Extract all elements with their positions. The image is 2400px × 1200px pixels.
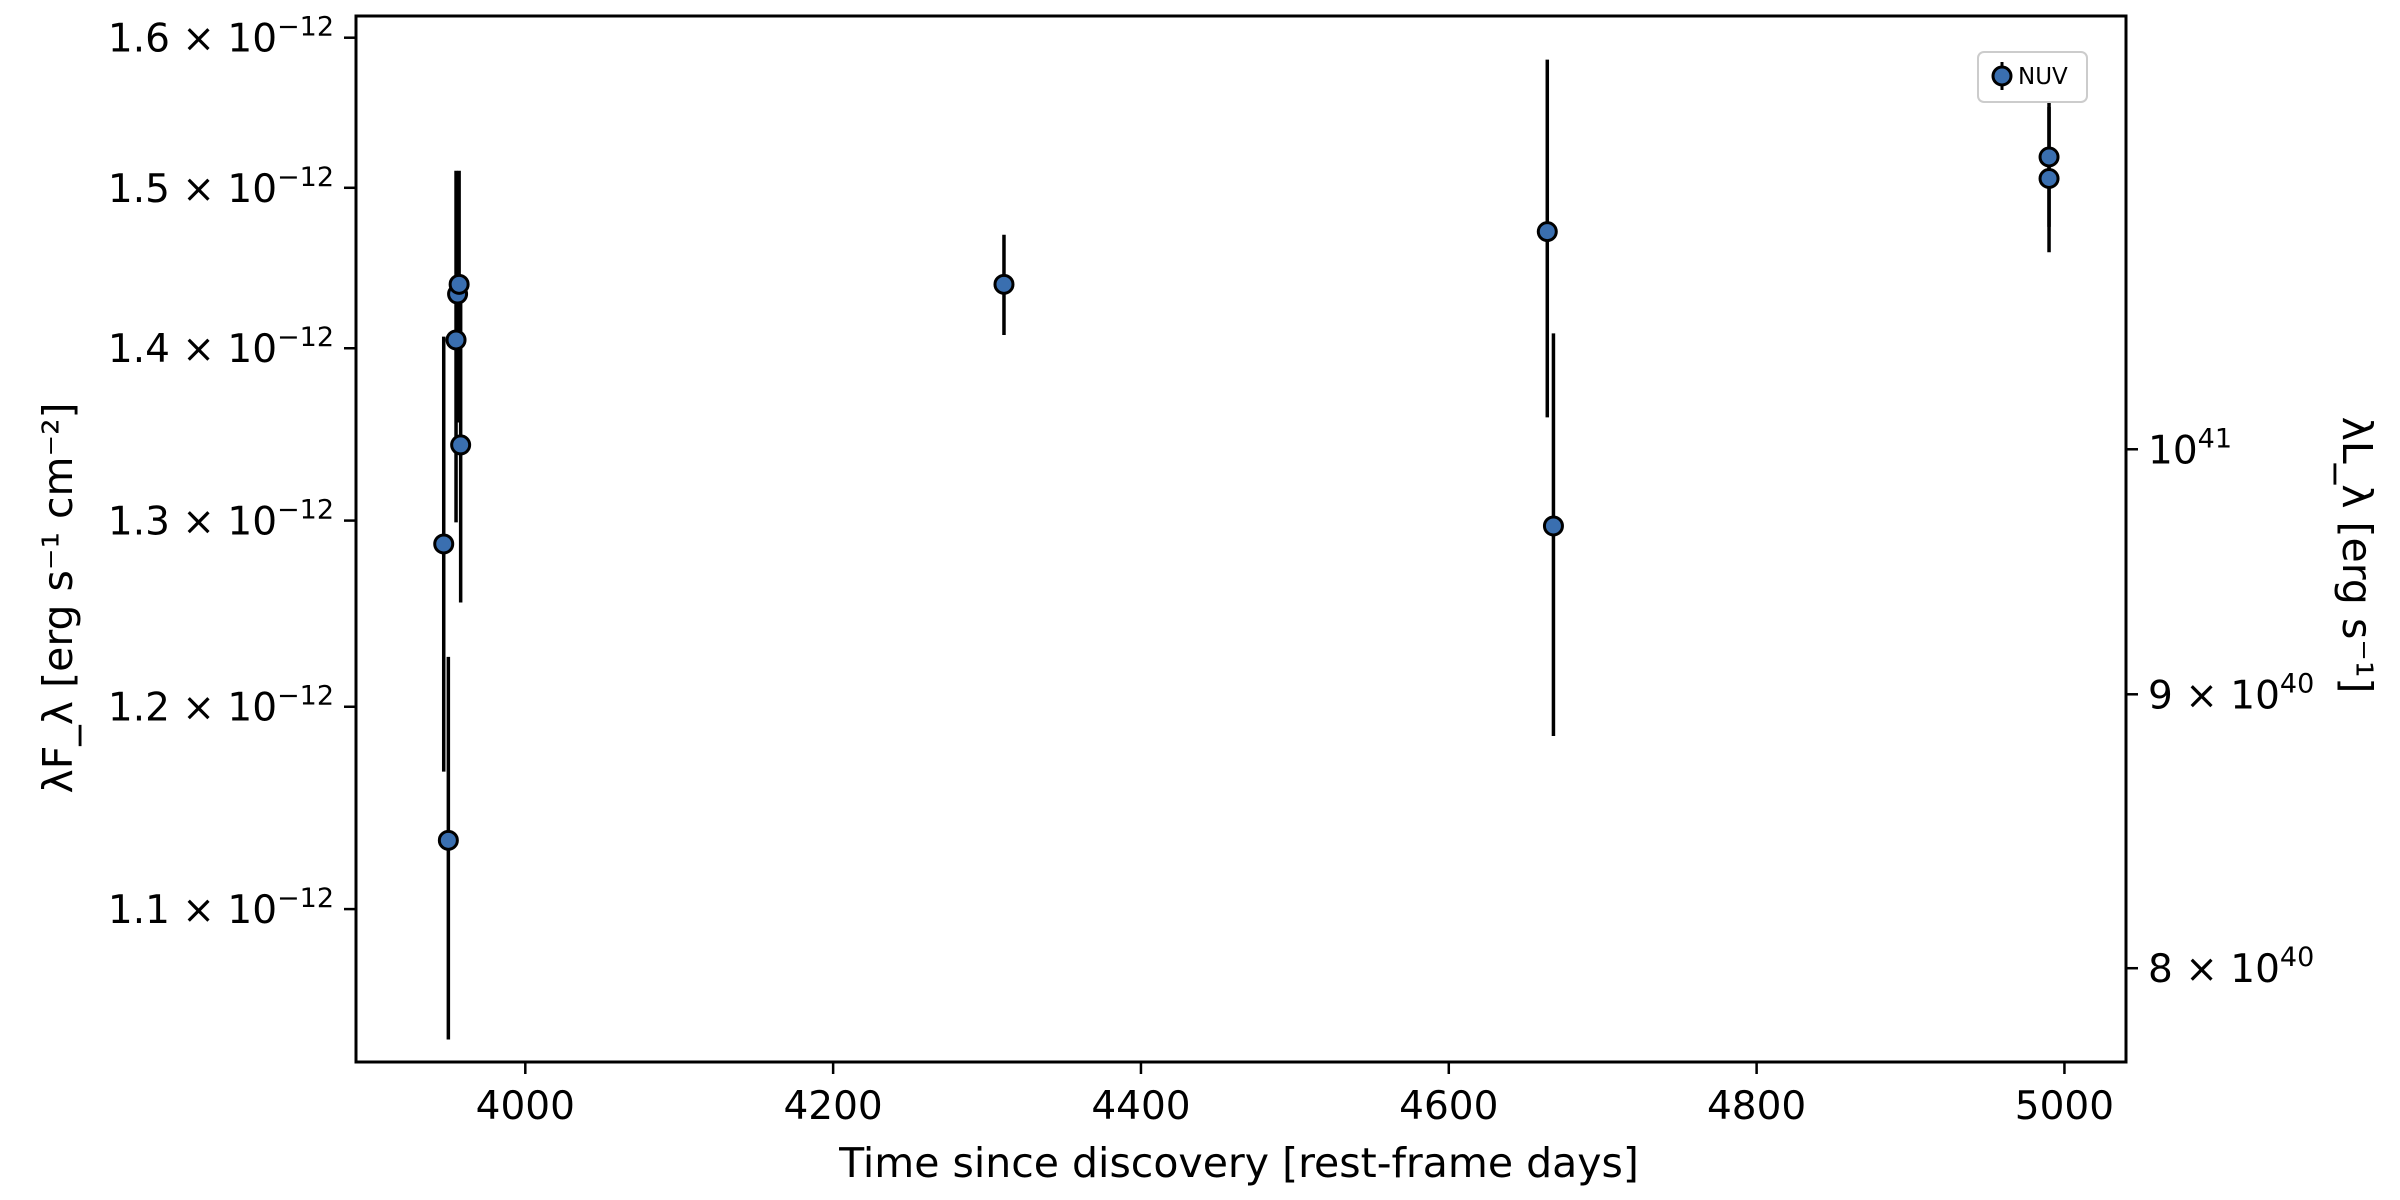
data-point: [1542, 515, 1564, 537]
x-tick-label: 5000: [2015, 1084, 2114, 1129]
x-tick-label: 4400: [1091, 1084, 1190, 1129]
y2-tick-exponent: 40: [2280, 668, 2314, 699]
data-point: [448, 273, 470, 295]
x-tick-label: 4200: [783, 1084, 882, 1129]
y-tick-label: 1.1 × 10−12: [108, 883, 334, 933]
y2-tick-exponent: 40: [2280, 942, 2314, 973]
y-axis-label: λF_λ [erg s⁻¹ cm⁻²]: [34, 402, 82, 793]
y-tick-label: 1.4 × 10−12: [108, 322, 334, 372]
y-tick-mantissa: 1.5 × 10: [108, 167, 277, 212]
y-tick-exponent: −12: [277, 322, 334, 353]
x-tick-label: 4000: [476, 1084, 575, 1129]
data-point: [433, 533, 455, 555]
y-tick-label: 1.6 × 10−12: [108, 12, 334, 62]
data-point: [2038, 146, 2060, 168]
x-axis: 4000 4200 4400 4600 4800 5000: [476, 1062, 2114, 1129]
y-axis-left: 1.1 × 10−121.2 × 10−121.3 × 10−121.4 × 1…: [108, 12, 356, 933]
y2-tick-label: 9 × 1040: [2148, 668, 2314, 718]
y2-tick-exponent: 41: [2198, 423, 2232, 454]
y-tick-exponent: −12: [277, 12, 334, 43]
y-tick-label: 1.5 × 10−12: [108, 162, 334, 212]
y2-tick-label: 8 × 1040: [2148, 942, 2314, 992]
y-tick-exponent: −12: [277, 883, 334, 914]
legend: NUV: [1977, 51, 2088, 103]
legend-label: NUV: [2018, 64, 2068, 90]
y-tick-mantissa: 1.4 × 10: [108, 327, 277, 372]
y2-tick-mantissa: 8 × 10: [2148, 947, 2280, 992]
y-tick-exponent: −12: [277, 681, 334, 712]
y2-tick-mantissa: 9 × 10: [2148, 673, 2280, 718]
data-point: [445, 329, 467, 351]
y-tick-mantissa: 1.6 × 10: [108, 17, 277, 62]
data-point: [993, 273, 1015, 295]
data-point: [1536, 221, 1558, 243]
y-tick-label: 1.3 × 10−12: [108, 495, 334, 545]
plot-area: [354, 14, 2128, 1064]
series-nuv: [433, 59, 2060, 1040]
y2-axis-label: λL_λ [erg s⁻¹]: [2333, 417, 2381, 694]
y-tick-mantissa: 1.3 × 10: [108, 500, 277, 545]
data-point: [437, 829, 459, 851]
legend-marker: [1991, 65, 2013, 87]
y-tick-exponent: −12: [277, 495, 334, 526]
data-point: [450, 434, 472, 456]
y-tick-mantissa: 1.1 × 10: [108, 888, 277, 933]
y-tick-label: 1.2 × 10−12: [108, 681, 334, 731]
data-point: [2038, 168, 2060, 190]
x-tick-label: 4800: [1707, 1084, 1806, 1129]
legend-box: [1977, 51, 2088, 103]
x-axis-label: Time since discovery [rest-frame days]: [838, 1139, 1639, 1187]
y2-tick-mantissa: 10: [2148, 428, 2198, 473]
y2-tick-label: 1041: [2148, 423, 2232, 473]
x-tick-label: 4600: [1399, 1084, 1498, 1129]
data-marks: [433, 59, 2060, 1040]
plot-frame: [354, 14, 2128, 1064]
y-tick-mantissa: 1.2 × 10: [108, 686, 277, 731]
y-tick-exponent: −12: [277, 162, 334, 193]
